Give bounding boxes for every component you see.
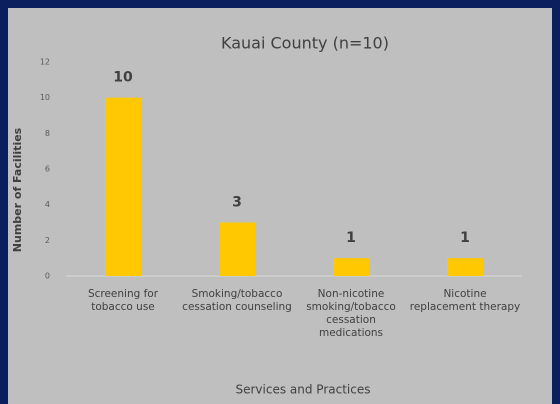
- chart-panel: [8, 8, 552, 404]
- x-tick-label: Smoking/tobacco cessation counseling: [182, 288, 292, 313]
- y-tick-label: 6: [45, 165, 50, 174]
- data-label: 3: [232, 195, 242, 211]
- y-tick-label: 2: [45, 236, 50, 245]
- chart-title: Kauai County (n=10): [221, 34, 389, 53]
- y-tick-label: 4: [45, 200, 50, 209]
- bar: [219, 222, 255, 276]
- bar: [333, 258, 369, 276]
- y-tick-label: 10: [40, 93, 50, 102]
- y-axis-label: Number of Facilities: [11, 127, 24, 252]
- y-tick-label: 12: [40, 58, 50, 67]
- y-tick-label: 0: [45, 272, 50, 281]
- data-label: 1: [346, 230, 356, 246]
- bar: [447, 258, 483, 276]
- x-axis-label: Services and Practices: [236, 383, 371, 397]
- data-label: 10: [113, 70, 133, 86]
- x-tick-label: Non-nicotine smoking/tobacco cessation m…: [306, 288, 396, 339]
- x-tick-label: Nicotine replacement therapy: [409, 288, 521, 313]
- y-tick-label: 8: [45, 129, 50, 138]
- data-label: 1: [460, 230, 470, 246]
- bar: [105, 97, 141, 277]
- x-tick-label: Screening for tobacco use: [87, 288, 159, 313]
